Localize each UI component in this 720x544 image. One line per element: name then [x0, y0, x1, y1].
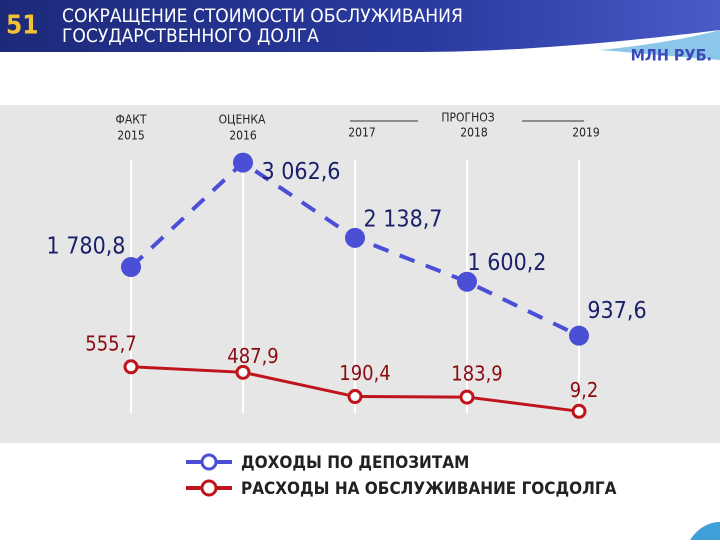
legend-marker	[200, 479, 218, 497]
legend-marker	[200, 453, 218, 471]
point	[457, 271, 477, 292]
point	[123, 359, 139, 375]
unit-label: МЛН РУБ.	[631, 46, 712, 65]
point	[235, 364, 251, 380]
point	[345, 227, 365, 248]
point	[571, 403, 587, 419]
slide-number: 51	[6, 11, 39, 41]
legend-label: ДОХОДЫ ПО ДЕПОЗИТАМ	[241, 453, 469, 473]
x-tick-label: 2018	[460, 126, 488, 140]
header-accent	[600, 30, 720, 60]
x-tick-label: 2016	[229, 129, 257, 143]
period-label: ФАКТ	[116, 113, 147, 127]
header-band	[0, 0, 720, 52]
data-label: 1 780,8	[47, 234, 126, 260]
x-tick-label: 2019	[572, 126, 600, 140]
period-label: ПРОГНОЗ	[441, 111, 494, 125]
point	[459, 389, 475, 405]
x-tick-label: 2017	[348, 126, 375, 140]
data-label: 487,9	[227, 344, 279, 368]
point	[121, 257, 141, 278]
point	[233, 152, 253, 173]
data-label: 555,7	[85, 331, 137, 355]
data-label: 1 600,2	[468, 250, 547, 276]
footer-accent	[690, 522, 720, 540]
data-label: 9,2	[570, 378, 599, 402]
data-label: 2 138,7	[364, 206, 443, 232]
point	[347, 389, 363, 405]
point	[569, 325, 589, 346]
data-label: 190,4	[339, 361, 391, 385]
data-label: 183,9	[451, 362, 503, 386]
period-label: ОЦЕНКА	[219, 113, 266, 127]
chart-title: СОКРАЩЕНИЕ СТОИМОСТИ ОБСЛУЖИВАНИЯ ГОСУДАР…	[62, 5, 463, 47]
plot-background	[0, 105, 720, 443]
data-label: 937,6	[587, 298, 646, 324]
x-tick-label: 2015	[117, 129, 144, 143]
legend-label: РАСХОДЫ НА ОБСЛУЖИВАНИЕ ГОСДОЛГА	[241, 479, 617, 499]
data-label: 3 062,6	[262, 159, 341, 185]
